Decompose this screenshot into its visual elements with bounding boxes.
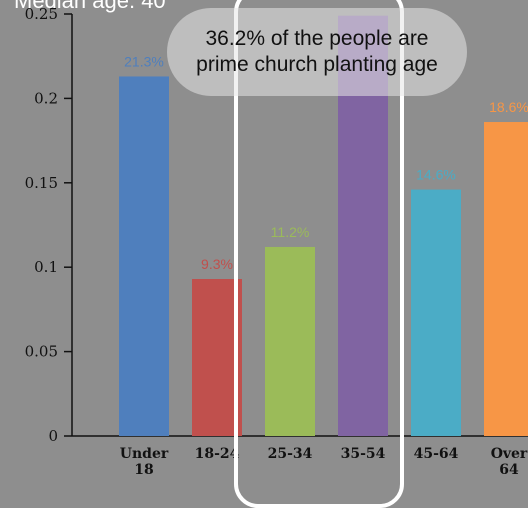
category-label-5: Over — [491, 446, 528, 462]
data-label-2: 11.2% — [271, 224, 310, 240]
bar-2 — [265, 246, 315, 436]
y-tick-label: 0 — [48, 427, 58, 445]
data-label-1: 9.3% — [201, 256, 233, 272]
category-label-5: 64 — [499, 462, 519, 478]
bar-0 — [119, 76, 169, 437]
y-tick-label: 0.2 — [34, 89, 58, 107]
bar-5 — [484, 122, 528, 437]
y-tick-label: 0.05 — [25, 343, 58, 361]
y-tick-label: 0.25 — [25, 5, 58, 23]
category-label-4: 45-64 — [414, 446, 459, 462]
data-label-4: 14.6% — [416, 167, 456, 183]
data-label-5: 18.6% — [489, 99, 528, 115]
category-label-0: 18 — [134, 462, 153, 478]
category-label-2: 25-34 — [268, 446, 313, 462]
callout-line-1: 36.2% of the people are — [205, 27, 429, 50]
category-label-0: Under — [120, 446, 169, 462]
y-tick-label: 0.1 — [34, 258, 58, 276]
y-tick-label: 0.15 — [25, 174, 58, 192]
callout-line-2: prime church planting age — [196, 53, 438, 76]
category-label-1: 18-24 — [195, 446, 240, 462]
data-label-0: 21.3% — [124, 53, 164, 69]
bar-4 — [411, 189, 461, 436]
median-age-text: Median age: 40 — [14, 0, 166, 13]
category-label-3: 35-54 — [341, 446, 386, 462]
callout-bubble: 36.2% of the people are prime church pla… — [167, 8, 467, 96]
bar-1 — [192, 279, 242, 436]
